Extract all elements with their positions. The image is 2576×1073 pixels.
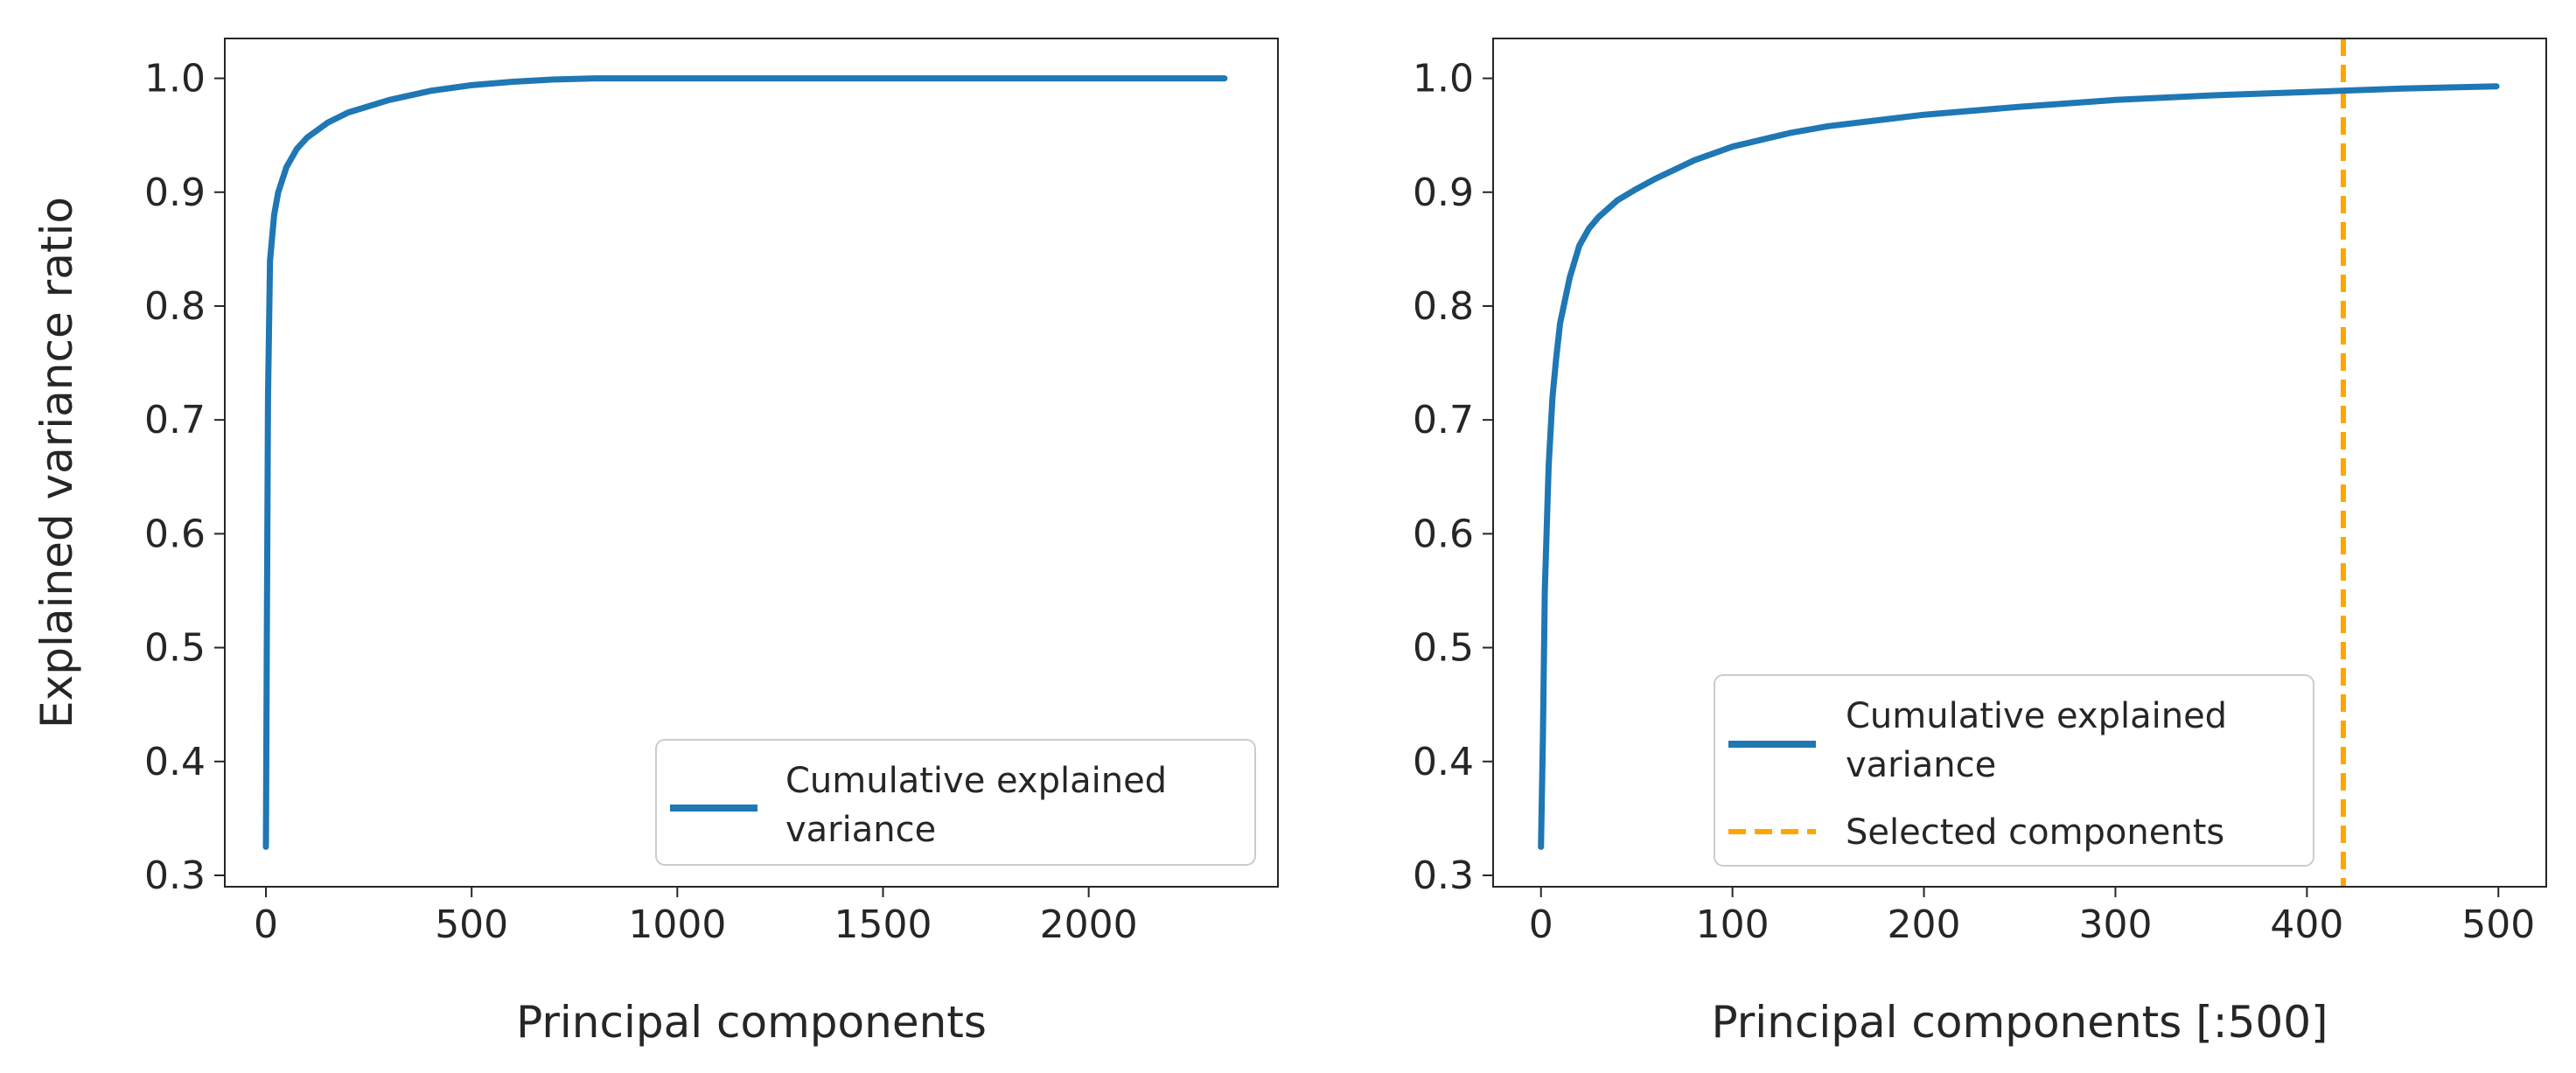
- y-tick-label: 1.0: [144, 57, 206, 101]
- legend-label-cumulative-line1: Cumulative explained: [1846, 696, 2227, 736]
- axes-frame: [224, 38, 1279, 888]
- chart-right: 0 100 200 300 400 500 0.3 0.4 0.5 0.6 0.7 0.8 0.9 1.…: [1413, 38, 2547, 1048]
- chart-left: 0 500 1000 1500 2000 0.3 0.4 0.5 0.6 0.7 0.8 0.9 1.…: [31, 38, 1279, 1048]
- y-tick-label: 0.5: [1413, 626, 1474, 671]
- y-tick-label: 0.7: [144, 398, 206, 442]
- axes-frame: [1492, 38, 2547, 888]
- y-tick-label: 0.7: [1413, 398, 1474, 442]
- y-tick-label: 0.9: [1413, 171, 1474, 215]
- legend-box: [1714, 674, 2314, 867]
- legend: Cumulative explained variance Selected c…: [1714, 674, 2314, 867]
- series-line-cumulative-variance: [262, 75, 1228, 850]
- y-tick-label: 1.0: [1413, 57, 1474, 101]
- y-tick-label: 0.6: [144, 512, 206, 556]
- y-tick-label: 0.4: [144, 740, 206, 784]
- y-axis-label: Explained variance ratio: [31, 197, 82, 728]
- x-axis-label: Principal components: [516, 997, 987, 1048]
- x-tick-label: 100: [1696, 902, 1770, 947]
- y-tick-label: 0.3: [1413, 854, 1474, 898]
- x-tick-label: 300: [2078, 902, 2152, 947]
- x-tick-label: 1000: [628, 902, 726, 947]
- y-tick-label: 0.4: [1413, 740, 1474, 784]
- x-tick-label: 1500: [834, 902, 932, 947]
- legend-label-selected: Selected components: [1846, 812, 2224, 853]
- x-tick-label: 500: [435, 902, 508, 947]
- y-tick-label: 0.3: [144, 854, 206, 898]
- x-tick-label: 500: [2461, 902, 2535, 947]
- x-tick-label: 0: [1529, 902, 1553, 947]
- legend-label-cumulative-line2: variance: [785, 810, 936, 850]
- y-tick-label: 0.5: [144, 626, 206, 671]
- legend-label-cumulative-line1: Cumulative explained: [785, 761, 1167, 801]
- y-tick-label: 0.8: [144, 284, 206, 329]
- x-tick-label: 200: [1888, 902, 1961, 947]
- legend: Cumulative explained variance: [655, 739, 1256, 866]
- y-tick-label: 0.6: [1413, 512, 1474, 556]
- x-tick-label: 0: [254, 902, 278, 947]
- x-tick-label: 2000: [1040, 902, 1138, 947]
- y-tick-label: 0.9: [144, 171, 206, 215]
- legend-box: [655, 739, 1256, 866]
- y-tick-label: 0.8: [1413, 284, 1474, 329]
- x-axis-label: Principal components [:500]: [1711, 997, 2328, 1048]
- series-line-cumulative-variance: [1538, 83, 2500, 850]
- legend-label-cumulative-line2: variance: [1846, 745, 1996, 785]
- x-tick-label: 400: [2270, 902, 2343, 947]
